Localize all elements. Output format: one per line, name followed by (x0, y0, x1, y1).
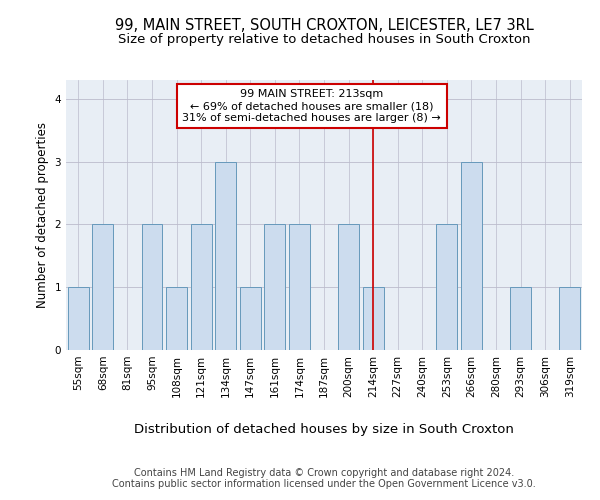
Bar (362, 287, 383, 350)
Bar (461, 162, 482, 350)
Bar (68, 287, 89, 350)
Y-axis label: Number of detached properties: Number of detached properties (36, 122, 49, 308)
Bar (240, 287, 261, 350)
Bar (142, 224, 163, 350)
Bar (166, 287, 187, 350)
Bar (92, 224, 113, 350)
Text: 99, MAIN STREET, SOUTH CROXTON, LEICESTER, LE7 3RL: 99, MAIN STREET, SOUTH CROXTON, LEICESTE… (115, 18, 533, 32)
Text: Contains HM Land Registry data © Crown copyright and database right 2024.
Contai: Contains HM Land Registry data © Crown c… (112, 468, 536, 489)
Bar (289, 224, 310, 350)
Bar (559, 287, 580, 350)
Text: 99 MAIN STREET: 213sqm
← 69% of detached houses are smaller (18)
31% of semi-det: 99 MAIN STREET: 213sqm ← 69% of detached… (182, 90, 441, 122)
Bar (191, 224, 212, 350)
Bar (510, 287, 531, 350)
Text: Distribution of detached houses by size in South Croxton: Distribution of detached houses by size … (134, 422, 514, 436)
Bar (338, 224, 359, 350)
Bar (436, 224, 457, 350)
Bar (215, 162, 236, 350)
Text: Size of property relative to detached houses in South Croxton: Size of property relative to detached ho… (118, 32, 530, 46)
Bar (265, 224, 286, 350)
